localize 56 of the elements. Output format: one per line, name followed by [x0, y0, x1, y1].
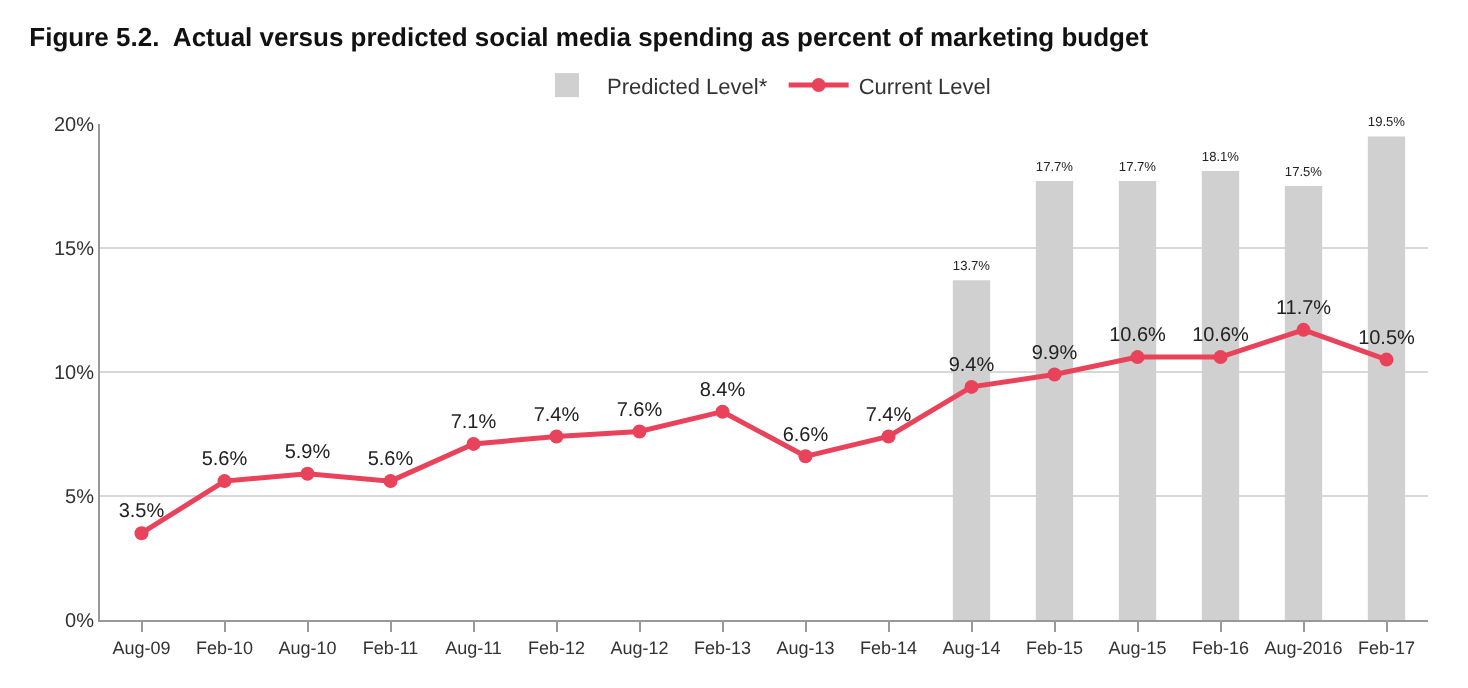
x-tick-label: Feb-12	[527, 637, 586, 658]
y-tick-label: 20%	[53, 115, 95, 137]
point	[798, 449, 813, 464]
data-label: 5.6%	[367, 449, 414, 472]
data-label: 10.6%	[1192, 325, 1250, 348]
point	[881, 429, 896, 444]
x-tick-label: Aug-14	[942, 637, 1001, 658]
x-tick-label: Aug-11	[445, 637, 502, 658]
y-tick-label: 0%	[65, 611, 95, 633]
data-label: 9.4%	[948, 355, 995, 378]
point	[1047, 367, 1062, 382]
point	[134, 526, 149, 541]
y-tick-label: 5%	[65, 487, 95, 509]
point	[383, 474, 398, 489]
point	[300, 466, 315, 481]
data-label: 7.4%	[865, 404, 912, 427]
point	[1213, 350, 1228, 365]
data-label: 7.6%	[616, 399, 663, 422]
x-tick-label: Aug-13	[776, 637, 835, 658]
point	[1379, 352, 1394, 367]
y-tick-label: 15%	[53, 239, 95, 261]
data-label: 5.6%	[201, 449, 248, 472]
x-tick-label: Feb-11	[362, 637, 419, 658]
data-label: 10.5%	[1358, 327, 1416, 350]
x-tick-label: Aug-15	[1108, 637, 1167, 658]
point	[715, 404, 730, 419]
x-tick-label: Aug-2016	[1264, 637, 1343, 658]
x-tick-label: Feb-13	[693, 637, 752, 658]
data-label: 7.1%	[450, 412, 497, 435]
point	[1296, 322, 1311, 337]
x-tick-label: Feb-14	[859, 637, 918, 658]
point	[549, 429, 564, 444]
chart-title: Figure 5.2. Actual versus predicted social media spending as percent of marketing budget	[29, 21, 1150, 52]
x-tick-label: Feb-15	[1025, 637, 1084, 658]
point	[466, 436, 481, 451]
data-label: 10.6%	[1109, 325, 1167, 348]
legend-label: Current Level	[858, 75, 991, 100]
x-tick-label: Aug-10	[278, 637, 337, 658]
x-tick-label: Feb-17	[1357, 637, 1416, 658]
data-label: 6.6%	[782, 424, 829, 447]
x-tick-label: Aug-09	[112, 637, 171, 658]
point	[217, 474, 232, 489]
point	[964, 379, 979, 394]
x-tick-label: Feb-10	[195, 637, 254, 658]
data-label: 3.5%	[118, 501, 165, 524]
data-label: 7.4%	[533, 404, 580, 427]
point	[1130, 350, 1145, 365]
data-label: 8.4%	[699, 379, 746, 402]
legend-label: Predicted Level*	[607, 75, 769, 100]
data-label: 5.9%	[284, 441, 331, 464]
y-tick-label: 10%	[53, 363, 95, 385]
point	[632, 424, 647, 439]
data-label: 9.9%	[1031, 342, 1078, 365]
x-tick-label: Feb-16	[1191, 637, 1250, 658]
x-tick-label: Aug-12	[610, 637, 669, 658]
data-label: 11.7%	[1275, 298, 1332, 321]
